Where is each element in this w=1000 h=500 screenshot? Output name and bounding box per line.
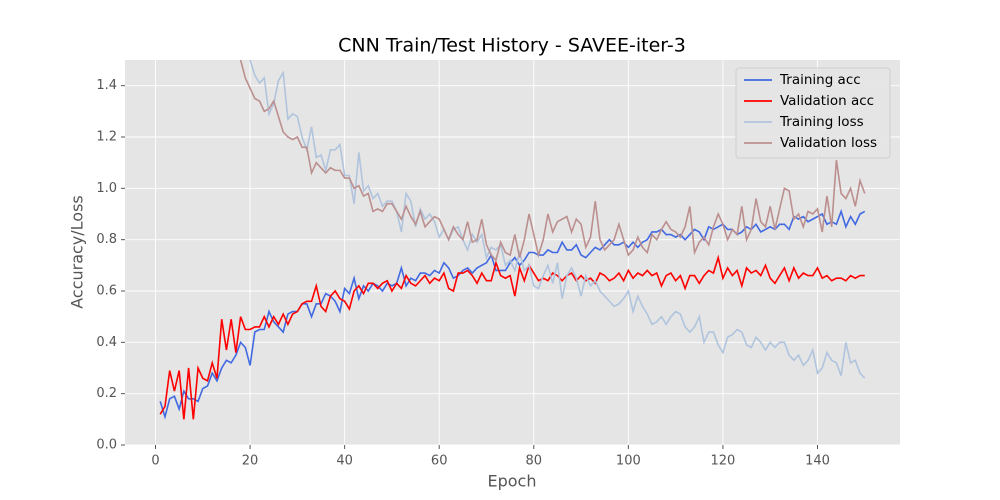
y-tick-label: 0.4: [96, 335, 117, 350]
y-tick-label: 0.6: [96, 284, 117, 299]
legend-label: Training loss: [779, 114, 864, 130]
y-tick-label: 1.0: [96, 181, 117, 196]
y-tick-label: 0.2: [96, 386, 117, 401]
series-line: [249, 60, 866, 379]
legend-label: Training acc: [779, 72, 861, 88]
y-tick-label: 1.4: [96, 78, 117, 93]
x-tick-label: 120: [711, 454, 736, 469]
series-line: [159, 254, 865, 420]
x-tick-label: 100: [616, 454, 641, 469]
legend-label: Validation loss: [780, 135, 877, 151]
y-axis-label: Accuracy/Loss: [68, 195, 87, 309]
x-tick-label: 140: [805, 454, 830, 469]
legend-label: Validation acc: [780, 93, 874, 109]
y-tick-label: 1.2: [96, 130, 117, 145]
x-tick-label: 40: [336, 454, 353, 469]
x-tick-label: 0: [151, 454, 159, 469]
x-axis-label: Epoch: [488, 472, 537, 491]
chart-title: CNN Train/Test History - SAVEE-iter-3: [338, 35, 686, 57]
x-tick-label: 20: [242, 454, 259, 469]
x-tick-label: 80: [526, 454, 543, 469]
legend-box: [735, 67, 891, 159]
y-tick-label: 0.8: [96, 232, 117, 247]
x-tick-label: 60: [431, 454, 448, 469]
y-tick-label: 0.0: [96, 438, 117, 453]
series-line: [239, 60, 866, 262]
series-line: [159, 208, 866, 420]
